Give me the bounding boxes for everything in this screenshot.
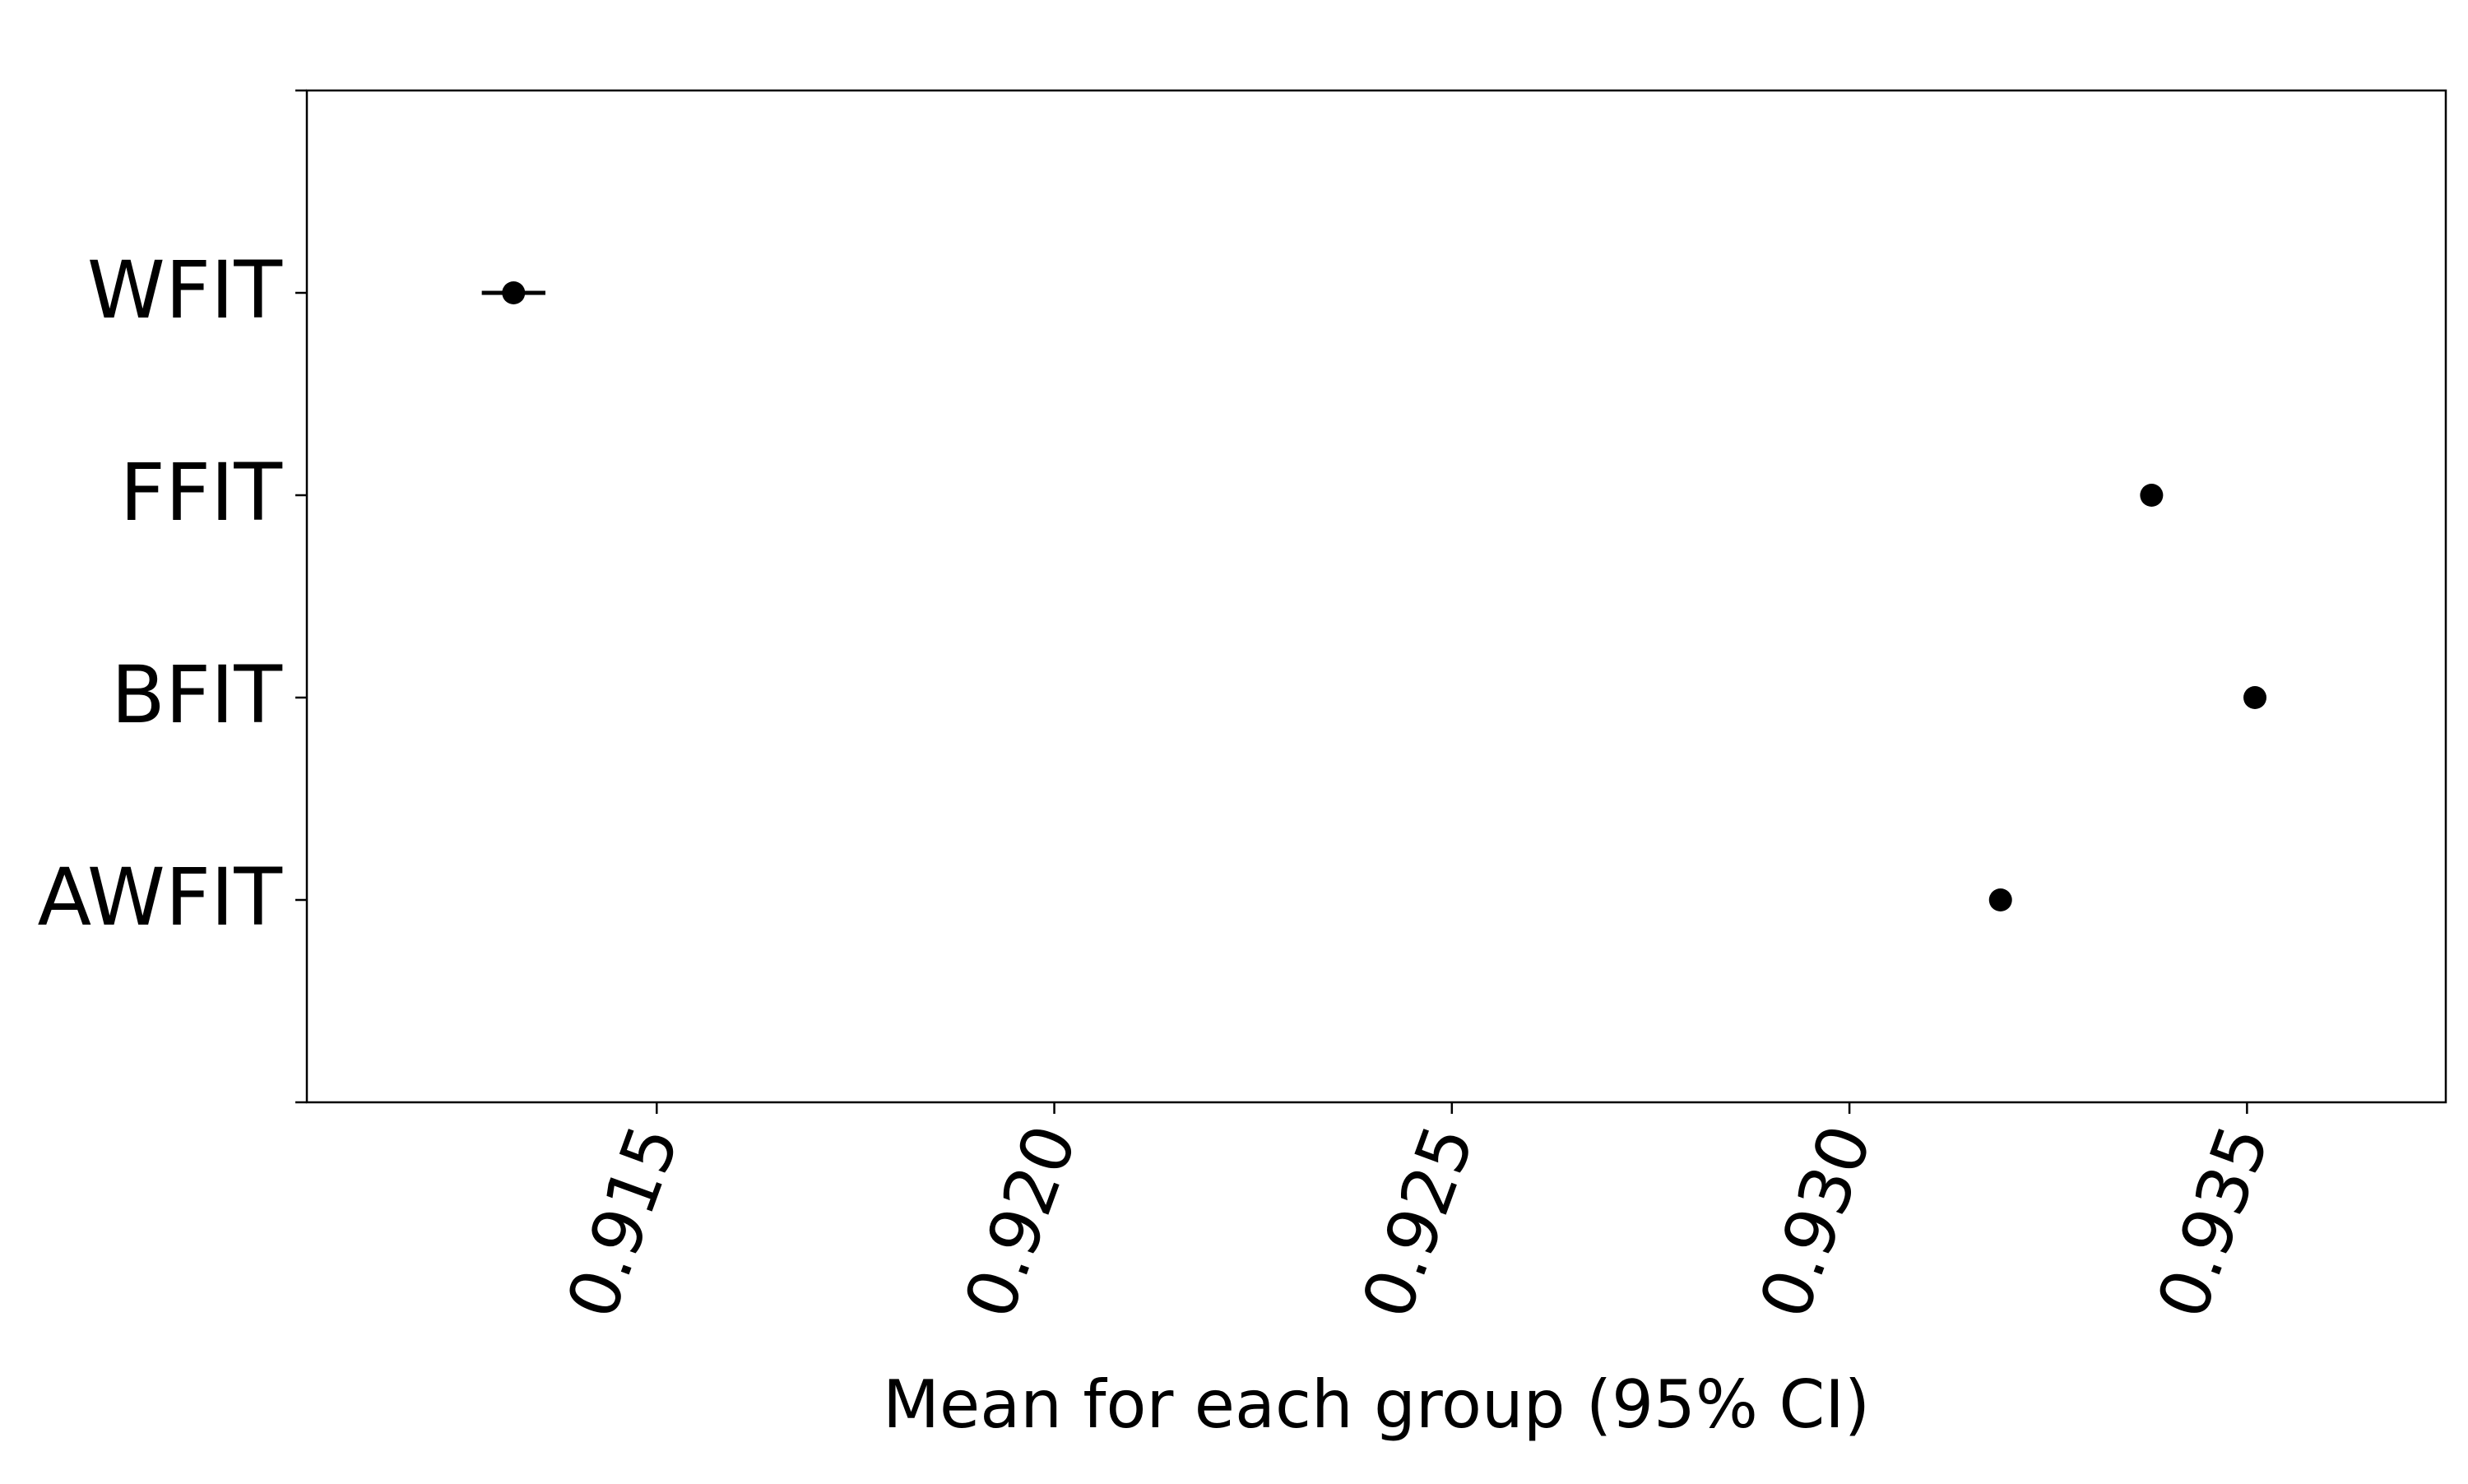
y-tick-label: WFIT — [87, 244, 282, 336]
mean-point-ffit — [2140, 484, 2164, 507]
x-axis: 0.915 0.920 0.925 0.930 0.935 — [551, 1102, 2285, 1329]
x-tick-label: 0.935 — [2141, 1115, 2285, 1328]
mean-point-wfit — [502, 281, 526, 304]
y-axis: WFIT FFIT BFIT AWFIT — [37, 89, 307, 1104]
x-tick-label: 0.920 — [949, 1115, 1092, 1328]
x-tick-label: 0.925 — [1347, 1115, 1490, 1328]
y-tick-label: AWFIT — [37, 851, 282, 944]
mean-point-bfit — [2243, 686, 2267, 709]
y-tick-label: BFIT — [111, 649, 282, 741]
x-axis-label: Mean for each group (95% CI) — [883, 1366, 1870, 1443]
mean-point-awfit — [1988, 888, 2012, 911]
x-tick-label: 0.915 — [551, 1115, 694, 1328]
plot-frame — [305, 89, 2447, 1104]
y-tick-label: FFIT — [120, 447, 283, 539]
data-marks — [481, 281, 2267, 911]
x-tick-label: 0.930 — [1744, 1115, 1887, 1328]
